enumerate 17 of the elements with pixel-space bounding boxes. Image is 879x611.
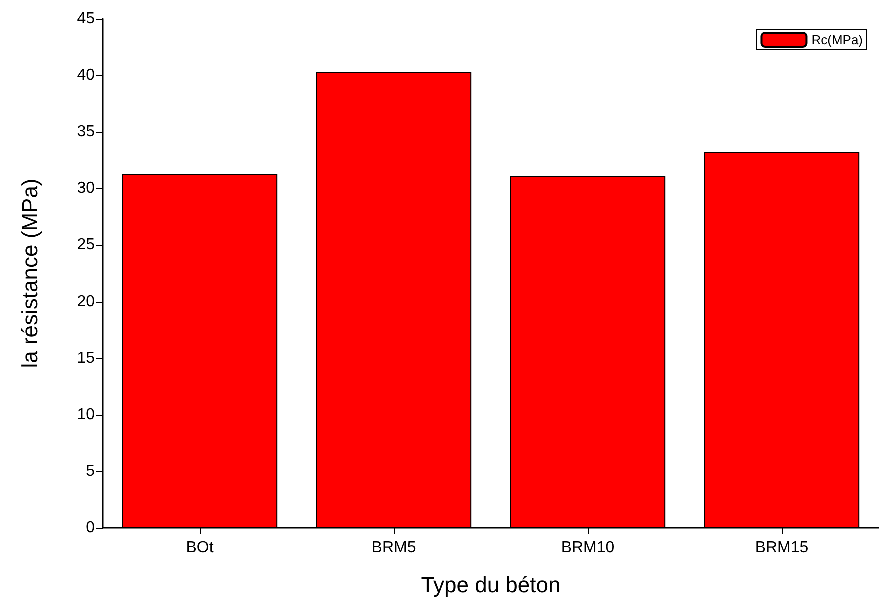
y-tick-label: 10 [77, 406, 96, 424]
y-tick-label: 30 [77, 180, 96, 198]
legend-label: Rc(MPa) [812, 32, 864, 48]
x-tick-label: BOt [186, 540, 214, 556]
y-tick-label: 35 [77, 124, 96, 141]
x-tick-label: BRM15 [755, 540, 809, 556]
y-tick-label: 5 [86, 462, 96, 480]
y-tick-label: 40 [77, 67, 96, 84]
y-tick-label: 45 [77, 10, 96, 28]
y-tick-label: 15 [77, 350, 96, 367]
x-tick-label: BRM5 [372, 540, 416, 556]
y-axis-title: la résistance (MPa) [18, 178, 42, 368]
x-axis-title: Type du béton [421, 572, 561, 598]
y-tick-label: 25 [77, 236, 96, 254]
y-tick-label: 0 [86, 520, 96, 536]
x-tick-label: BRM10 [561, 540, 615, 556]
y-tick-label: 20 [77, 293, 96, 310]
